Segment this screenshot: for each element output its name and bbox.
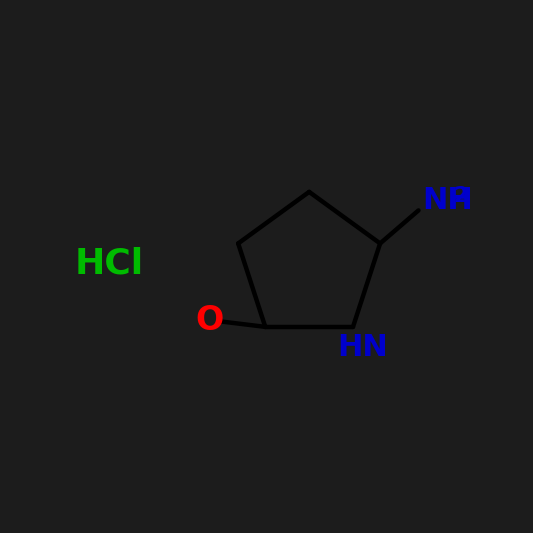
Text: HN: HN [337, 333, 388, 361]
Text: HCl: HCl [75, 247, 144, 281]
Text: NH: NH [423, 187, 473, 215]
Text: O: O [196, 304, 224, 337]
Text: 2: 2 [453, 186, 467, 206]
